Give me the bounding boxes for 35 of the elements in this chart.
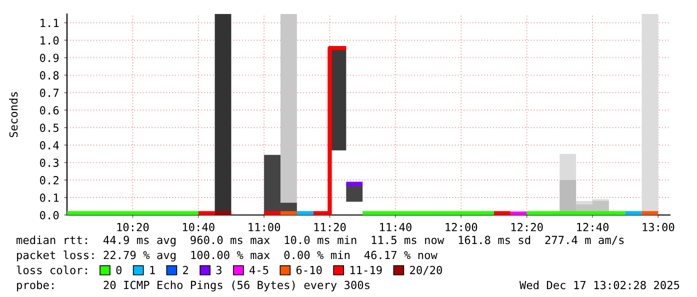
- x-tick-label: 12:00: [446, 222, 478, 232]
- x-tick-label: 11:20: [314, 222, 346, 232]
- legend-label: 0: [116, 266, 122, 274]
- text: probe: 20 ICMP Echo Pings (56 Bytes) every 300s: [17, 280, 370, 292]
- y-tick-label: 0.3: [40, 158, 59, 167]
- y-tick-label: 1.1: [40, 18, 59, 27]
- y-tick-label: 0.2: [40, 176, 58, 184]
- legend-label: 3: [216, 266, 222, 274]
- text: packet loss: 22.79 % avg 100.00 % max 0.00 % min 46.17 % now: [17, 250, 438, 262]
- y-tick-label: 1.0: [40, 36, 59, 45]
- x-tick-label: 13:00: [642, 222, 674, 232]
- y-axis-title: Seconds: [9, 92, 18, 138]
- y-tick-label: 0.7: [40, 88, 59, 98]
- x-tick-label: 10:40: [182, 222, 214, 232]
- legend-label: 1: [150, 266, 155, 274]
- x-tick-label: 11:40: [380, 222, 412, 232]
- y-tick-label: 0.0: [40, 211, 59, 220]
- legend-label: 11-19: [350, 266, 382, 274]
- text: median rtt: 44.9 ms avg 960.0 ms max 10.0 ms min 11.5 ms now 161.8 ms sd 277.4 m am/s: [16, 236, 624, 246]
- y-tick-label: 0.4: [40, 141, 59, 150]
- x-tick-label: 12:40: [577, 222, 608, 232]
- y-tick-label: 0.9: [40, 54, 59, 62]
- text: Wed Dec 17 13:02:28 2025: [519, 280, 680, 290]
- legend-title: loss color:: [16, 266, 87, 274]
- x-tick-label: 12:20: [511, 222, 543, 232]
- x-tick-label: 11:00: [248, 222, 280, 232]
- x-tick-label: 10:20: [117, 222, 149, 232]
- legend-label: 2: [183, 266, 188, 274]
- legend-label: 20/20: [410, 266, 442, 276]
- y-tick-label: 0.5: [40, 124, 58, 132]
- y-tick-label: 0.8: [40, 71, 59, 80]
- y-tick-label: 0.6: [40, 106, 59, 115]
- legend-label: 4-5: [250, 266, 268, 274]
- legend-label: 6-10: [296, 266, 322, 274]
- y-tick-label: 0.1: [40, 194, 59, 202]
